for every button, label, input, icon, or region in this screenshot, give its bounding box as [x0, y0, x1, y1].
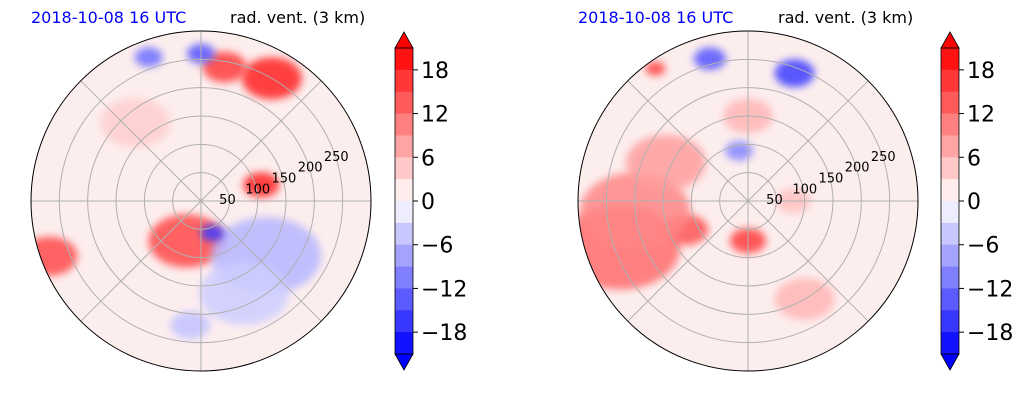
- colorbar-band: [941, 222, 959, 246]
- angular-gridline: [627, 80, 749, 202]
- colorbar-tick-label: −12: [967, 277, 1013, 302]
- field-patch: [31, 236, 78, 276]
- colorbar-band: [395, 157, 413, 180]
- colorbar-band: [941, 310, 959, 333]
- colorbar-tick-label: 0: [421, 190, 435, 215]
- colorbar-band: [395, 332, 413, 355]
- colorbar-band: [395, 69, 413, 93]
- radial-tick-label: 100: [245, 182, 270, 197]
- chart-title-left: 2018-10-08 16 UTC: [31, 8, 187, 27]
- colorbar-tick-label: 18: [421, 59, 449, 84]
- colorbar-extend-min: [394, 353, 414, 371]
- angular-gridline: [80, 200, 202, 322]
- colorbar-band: [395, 266, 413, 289]
- colorbar-extend-max: [394, 31, 414, 49]
- field-patch: [199, 261, 290, 325]
- colorbar-band: [941, 244, 959, 268]
- radial-tick-label: 50: [219, 193, 236, 208]
- colorbar-band: [395, 135, 413, 158]
- colorbar-band: [941, 288, 959, 311]
- colorbar-band: [395, 179, 413, 202]
- chart-title-left: 2018-10-08 16 UTC: [578, 8, 734, 27]
- radial-tick-label: 200: [845, 161, 870, 176]
- field-patch: [202, 51, 247, 83]
- radial-tick-label: 100: [792, 182, 817, 197]
- colorbar-extend-min: [940, 353, 960, 371]
- colorbar-band: [941, 157, 959, 180]
- colorbar-band: [395, 222, 413, 246]
- radial-tick-label: 200: [298, 161, 323, 176]
- colorbar-band: [941, 91, 959, 115]
- colorbar-extend-max: [940, 31, 960, 49]
- radial-tick-label: 150: [272, 171, 297, 186]
- field-patch: [693, 47, 726, 70]
- colorbar-band: [941, 113, 959, 136]
- colorbar-band: [395, 201, 413, 224]
- colorbar-band: [941, 69, 959, 93]
- colorbar-band: [941, 332, 959, 355]
- chart-title-right: rad. vent. (3 km): [230, 8, 366, 27]
- angular-gridline: [747, 200, 869, 322]
- colorbar-band: [395, 310, 413, 333]
- colorbar-tick-label: 12: [967, 103, 995, 128]
- colorbar-tick-label: 0: [967, 190, 981, 215]
- field-patch: [774, 59, 815, 88]
- radial-tick-label: 150: [819, 171, 844, 186]
- right-panel: 2018-10-08 16 UTC rad. vent. (3 km) 50 10…: [546, 0, 1028, 401]
- angular-gridline: [200, 200, 322, 322]
- colorbar-tick-label: −12: [421, 277, 467, 302]
- field-patch: [243, 172, 280, 198]
- field-patch: [725, 140, 754, 161]
- angular-gridline: [200, 80, 322, 202]
- colorbar-tick-label: −18: [421, 321, 467, 346]
- colorbar-tick-label: 6: [967, 146, 981, 171]
- colorbar-band: [395, 244, 413, 268]
- colorbar-band: [395, 48, 413, 71]
- left-panel: 2018-10-08 16 UTC rad. vent. (3 km) 50 10…: [30, 8, 467, 372]
- angular-gridline: [80, 80, 202, 202]
- polar-border: [30, 30, 372, 372]
- colorbar-tick-label: 18: [967, 59, 995, 84]
- radial-tick-label: 250: [324, 150, 349, 165]
- angular-gridline: [747, 80, 869, 202]
- colorbar-tick-label: −18: [967, 321, 1013, 346]
- colorbar-tick-label: 6: [421, 146, 435, 171]
- colorbar-tick-label: −6: [421, 234, 453, 259]
- colorbar-band: [941, 135, 959, 158]
- field-patch: [645, 61, 666, 76]
- colorbar-band: [941, 266, 959, 289]
- colorbar-band: [941, 201, 959, 224]
- polar-border: [577, 30, 919, 372]
- colorbar-band: [395, 113, 413, 136]
- colorbar-band: [941, 179, 959, 202]
- chart-title-right: rad. vent. (3 km): [778, 8, 914, 27]
- field-patch: [134, 47, 163, 68]
- field-patch: [100, 98, 171, 148]
- colorbar-band: [395, 91, 413, 115]
- colorbar-band: [395, 288, 413, 311]
- field-patch: [170, 311, 211, 340]
- colorbar-band: [941, 48, 959, 71]
- radial-tick-label: 250: [871, 150, 896, 165]
- radial-tick-label: 50: [766, 193, 783, 208]
- angular-gridline: [627, 200, 749, 322]
- colorbar-tick-label: −6: [967, 234, 999, 259]
- field-patch: [625, 134, 706, 191]
- colorbar-tick-label: 12: [421, 103, 449, 128]
